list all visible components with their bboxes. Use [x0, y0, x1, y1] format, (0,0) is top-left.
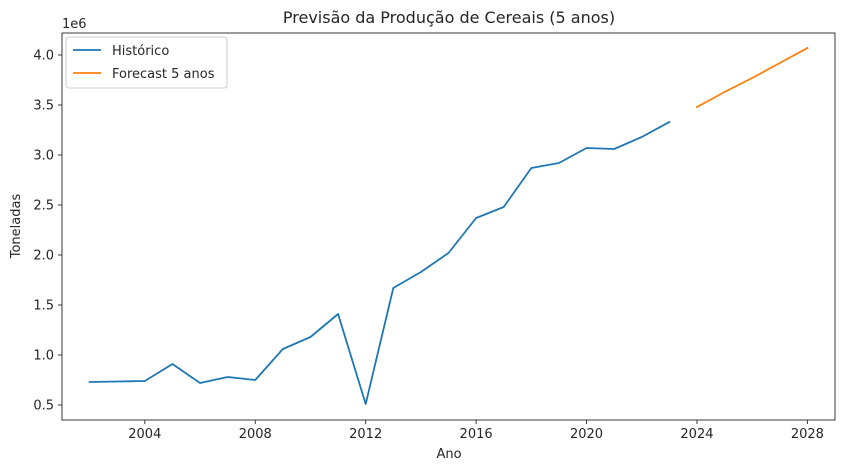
x-tick-label: 2028: [791, 427, 824, 442]
x-tick-label: 2008: [239, 427, 272, 442]
legend-label-historico: Histórico: [112, 44, 169, 59]
series-line-forecast: [695, 46, 809, 109]
x-tick-label: 2012: [349, 427, 382, 442]
plot-frame: [61, 32, 836, 421]
y-tick-label: 2.0: [33, 249, 54, 264]
y-tick-label: 3.0: [33, 149, 54, 164]
x-axis-title: Ano: [436, 447, 461, 462]
x-tick-label: 2004: [128, 427, 161, 442]
y-tick-label: 1.0: [33, 349, 54, 364]
y-tick-label: 3.5: [33, 99, 54, 114]
y-offset-label: 1e6: [62, 17, 87, 32]
y-tick-label: 1.5: [33, 299, 54, 314]
legend-label-forecast: Forecast 5 anos: [112, 67, 215, 82]
y-tick-label: 2.5: [33, 199, 54, 214]
y-tick-label: 4.0: [33, 49, 54, 64]
y-axis-title: Toneladas: [9, 194, 24, 260]
x-tick-label: 2024: [680, 427, 713, 442]
legend-box: [65, 36, 228, 89]
x-tick-label: 2020: [570, 427, 603, 442]
y-tick-label: 0.5: [33, 399, 54, 414]
plot-marks: 2004 2008 2012 2016 2020 2024 2028 0.5 1.0 1.5 2.0…: [33, 46, 824, 442]
chart-title: Previsão da Produção de Cereais (5 anos): [283, 8, 615, 27]
series-line-historico: [88, 120, 671, 405]
x-tick-label: 2016: [460, 427, 493, 442]
legend: Histórico Forecast 5 anos: [65, 36, 228, 89]
